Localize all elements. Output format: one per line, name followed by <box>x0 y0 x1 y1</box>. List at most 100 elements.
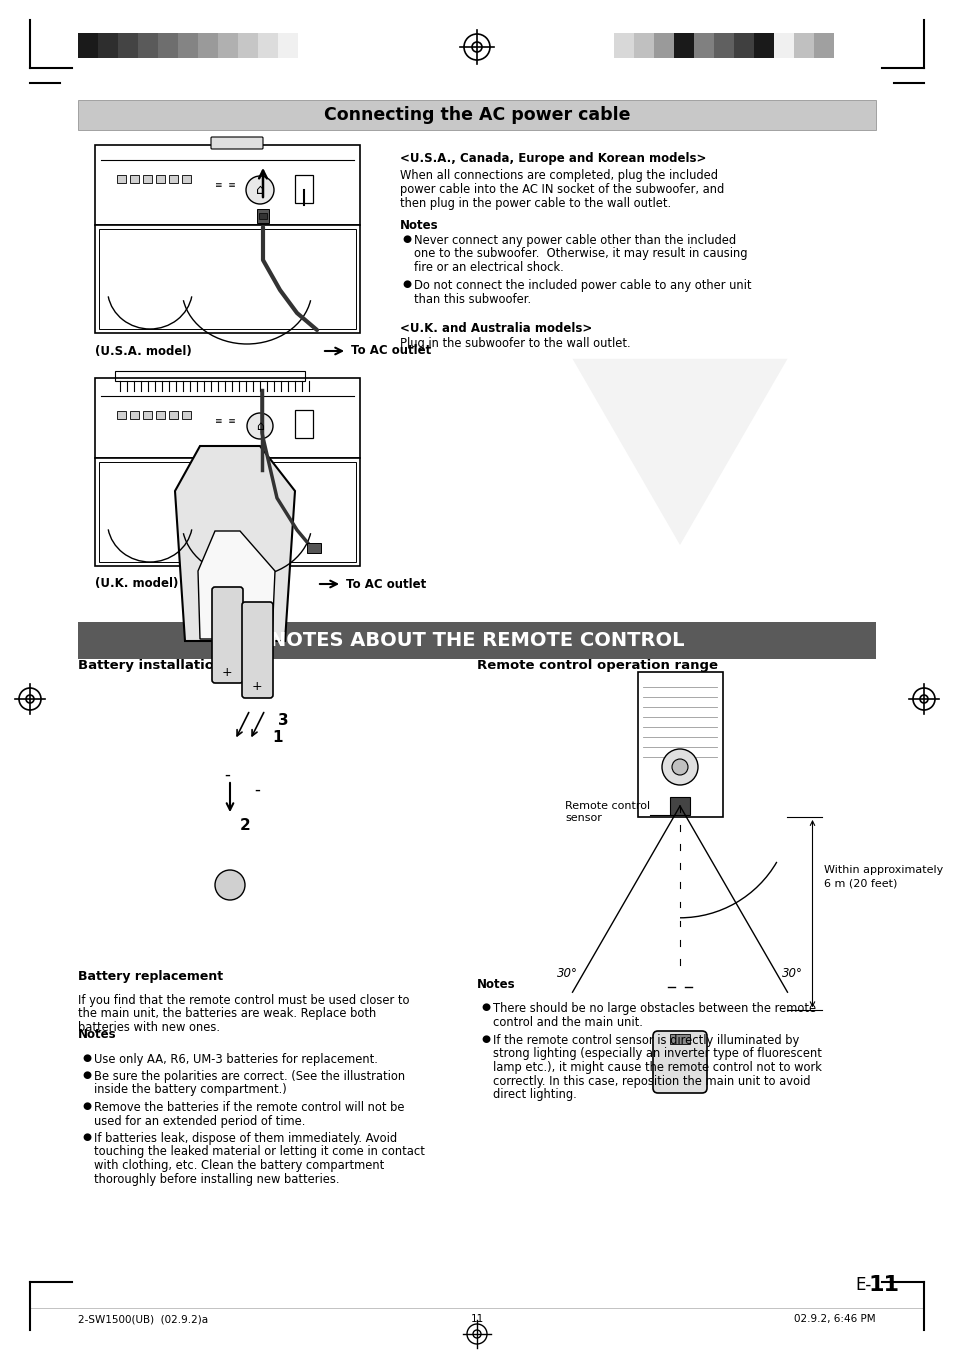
Text: Remote control operation range: Remote control operation range <box>476 659 718 671</box>
Text: one to the subwoofer.  Otherwise, it may result in causing: one to the subwoofer. Otherwise, it may … <box>414 247 747 261</box>
Polygon shape <box>572 359 786 544</box>
Bar <box>130 176 139 182</box>
Text: +: + <box>221 666 233 678</box>
Text: 2-SW1500(UB)  (02.9.2)a: 2-SW1500(UB) (02.9.2)a <box>78 1315 208 1324</box>
Text: -: - <box>253 781 259 798</box>
Bar <box>713 32 733 58</box>
Bar <box>169 411 178 419</box>
Text: Use only AA, R6, UM-3 batteries for replacement.: Use only AA, R6, UM-3 batteries for repl… <box>94 1052 377 1066</box>
Bar <box>258 213 267 219</box>
Text: To AC outlet: To AC outlet <box>351 345 431 358</box>
Text: 30°: 30° <box>781 967 802 981</box>
Bar <box>95 378 359 458</box>
Bar <box>294 409 313 438</box>
Bar <box>138 32 158 58</box>
Bar <box>198 32 218 58</box>
Text: -: - <box>224 766 230 784</box>
Text: with clothing, etc. Clean the battery compartment: with clothing, etc. Clean the battery co… <box>94 1159 384 1173</box>
Bar <box>130 411 139 419</box>
Text: If batteries leak, dispose of them immediately. Avoid: If batteries leak, dispose of them immed… <box>94 1132 396 1146</box>
Text: used for an extended period of time.: used for an extended period of time. <box>94 1115 305 1128</box>
Text: Battery replacement: Battery replacement <box>78 970 223 984</box>
Text: touching the leaked material or letting it come in contact: touching the leaked material or letting … <box>94 1146 424 1159</box>
Text: <U.K. and Australia models>: <U.K. and Australia models> <box>399 322 592 335</box>
Text: ●: ● <box>480 1034 490 1044</box>
Bar <box>773 32 793 58</box>
Bar <box>669 797 689 815</box>
Text: NOTES ABOUT THE REMOTE CONTROL: NOTES ABOUT THE REMOTE CONTROL <box>270 631 683 650</box>
Bar <box>237 32 257 58</box>
Text: lamp etc.), it might cause the remote control not to work: lamp etc.), it might cause the remote co… <box>493 1061 821 1074</box>
Text: Remove the batteries if the remote control will not be: Remove the batteries if the remote contr… <box>94 1101 404 1115</box>
Bar <box>156 411 165 419</box>
Text: Plug in the subwoofer to the wall outlet.: Plug in the subwoofer to the wall outlet… <box>399 338 630 350</box>
FancyBboxPatch shape <box>212 586 243 684</box>
Bar <box>95 145 359 226</box>
Text: ●: ● <box>82 1132 91 1142</box>
Bar <box>78 100 875 130</box>
Bar <box>169 176 178 182</box>
Bar <box>117 176 126 182</box>
Text: Notes: Notes <box>476 978 515 992</box>
Text: power cable into the AC IN socket of the subwoofer, and: power cable into the AC IN socket of the… <box>399 182 723 196</box>
Text: 11: 11 <box>868 1275 899 1296</box>
FancyBboxPatch shape <box>242 603 273 698</box>
Bar <box>753 32 773 58</box>
Circle shape <box>214 870 245 900</box>
Text: If you find that the remote control must be used closer to: If you find that the remote control must… <box>78 994 409 1006</box>
Text: ⌂: ⌂ <box>255 182 264 197</box>
Text: To AC outlet: To AC outlet <box>346 577 426 590</box>
Text: ●: ● <box>401 280 411 289</box>
Bar <box>813 32 833 58</box>
Text: 11: 11 <box>470 1315 483 1324</box>
Bar <box>158 32 178 58</box>
Text: Notes: Notes <box>399 219 438 232</box>
Bar <box>693 32 713 58</box>
Bar <box>634 32 654 58</box>
Text: Battery installation: Battery installation <box>78 659 223 671</box>
Text: If the remote control sensor is directly illuminated by: If the remote control sensor is directly… <box>493 1034 799 1047</box>
Text: 2: 2 <box>240 817 251 834</box>
Bar <box>654 32 673 58</box>
Text: 3: 3 <box>277 713 289 728</box>
Bar <box>99 230 355 330</box>
Circle shape <box>246 176 274 204</box>
Bar <box>78 621 875 659</box>
Text: (U.S.A. model): (U.S.A. model) <box>95 345 192 358</box>
Text: ●: ● <box>82 1052 91 1062</box>
Polygon shape <box>174 446 294 640</box>
Text: 02.9.2, 6:46 PM: 02.9.2, 6:46 PM <box>794 1315 875 1324</box>
Text: Within approximately
6 m (20 feet): Within approximately 6 m (20 feet) <box>823 866 943 889</box>
Text: (U.K. model): (U.K. model) <box>95 577 178 590</box>
Bar <box>256 209 269 223</box>
Text: ≡  ≡: ≡ ≡ <box>214 181 235 189</box>
Text: There should be no large obstacles between the remote: There should be no large obstacles betwe… <box>493 1002 815 1015</box>
Text: <U.S.A., Canada, Europe and Korean models>: <U.S.A., Canada, Europe and Korean model… <box>399 153 705 165</box>
Text: 30°: 30° <box>557 967 578 981</box>
Text: E-: E- <box>854 1275 870 1294</box>
Bar <box>182 411 191 419</box>
Text: ●: ● <box>480 1002 490 1012</box>
Text: ●: ● <box>401 234 411 245</box>
Bar <box>307 543 320 553</box>
Text: Connecting the AC power cable: Connecting the AC power cable <box>323 105 630 124</box>
Text: ⌂: ⌂ <box>255 420 264 432</box>
Bar <box>99 462 355 562</box>
Text: Be sure the polarities are correct. (See the illustration: Be sure the polarities are correct. (See… <box>94 1070 405 1084</box>
Bar <box>95 226 359 332</box>
Text: than this subwoofer.: than this subwoofer. <box>414 293 531 305</box>
Text: Never connect any power cable other than the included: Never connect any power cable other than… <box>414 234 736 247</box>
Text: +: + <box>252 681 262 693</box>
Text: control and the main unit.: control and the main unit. <box>493 1016 642 1028</box>
Text: fire or an electrical shock.: fire or an electrical shock. <box>414 261 563 274</box>
Text: Notes: Notes <box>78 1028 116 1042</box>
Text: batteries with new ones.: batteries with new ones. <box>78 1021 220 1034</box>
Bar <box>118 32 138 58</box>
Text: 1: 1 <box>272 730 282 744</box>
Bar <box>669 1034 689 1044</box>
Text: sensor: sensor <box>564 813 601 823</box>
Text: then plug in the power cable to the wall outlet.: then plug in the power cable to the wall… <box>399 197 670 209</box>
Text: thoroughly before installing new batteries.: thoroughly before installing new batteri… <box>94 1173 339 1185</box>
Bar <box>277 32 297 58</box>
FancyBboxPatch shape <box>211 136 263 149</box>
